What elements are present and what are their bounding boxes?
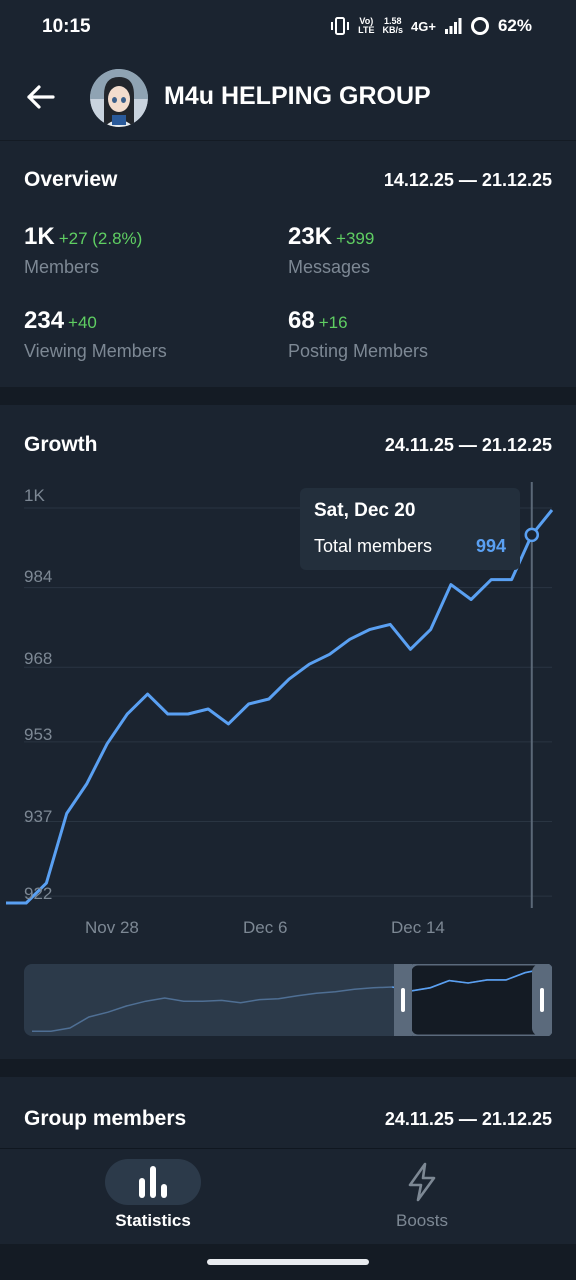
stat-label: Viewing Members [24, 341, 167, 361]
stat-messages: 23K +399 Messages [288, 223, 374, 278]
overview-range: 14.12.25 — 21.12.25 [383, 170, 552, 190]
signal-icon [444, 18, 462, 34]
highlight-point [524, 527, 540, 543]
lightning-icon [408, 1162, 436, 1202]
bar-chart-icon [139, 1166, 167, 1198]
stat-delta: +16 [318, 313, 348, 332]
tooltip-value: 994 [475, 536, 506, 556]
x-tick-label: Dec 6 [243, 918, 288, 937]
x-tick-label: Dec 14 [391, 918, 445, 937]
battery-percent: 62% [497, 16, 532, 35]
stat-label: Posting Members [288, 341, 429, 361]
stat-delta: +27 (2.8%) [58, 229, 143, 248]
stat-value: 68 [288, 307, 315, 334]
stat-label: Messages [288, 257, 371, 277]
range-grip-right [540, 988, 544, 1012]
y-tick-label: 968 [24, 649, 53, 668]
app-header: M4u HELPING GROUP [0, 54, 576, 140]
stat-value: 1K [24, 223, 55, 250]
x-tick-label: Nov 28 [85, 918, 139, 937]
vibrate-icon [331, 17, 350, 35]
group-members-title: Group members [24, 1107, 187, 1130]
group-members-card: Group members 24.11.25 — 21.12.25 [0, 1077, 576, 1149]
boosts-pill [374, 1159, 470, 1205]
series-line-total-members [6, 509, 554, 905]
status-bar: 10:15 Vo) LTE 1.58 KB/s 4G+ 62% [0, 0, 576, 54]
chart-tooltip: Sat, Dec 20 Total members 994 [300, 488, 520, 570]
y-tick-label: 937 [24, 807, 53, 826]
group-title: M4u HELPING GROUP [164, 82, 431, 110]
tab-boosts-label: Boosts [396, 1211, 448, 1230]
growth-title: Growth [24, 433, 98, 456]
battery-ring-icon [470, 17, 489, 35]
status-time: 10:15 [42, 16, 91, 37]
network-speed: 1.58 KB/s [382, 16, 404, 35]
home-indicator[interactable] [207, 1259, 369, 1265]
stat-value: 23K [288, 223, 333, 250]
stat-posting-members: 68 +16 Posting Members [288, 307, 428, 362]
stat-viewing-members: 234 +40 Viewing Members [24, 307, 167, 362]
stat-label: Members [24, 257, 100, 277]
stat-delta: +399 [336, 229, 375, 248]
y-tick-label: 1K [24, 486, 45, 505]
stat-value: 234 [24, 307, 65, 334]
volte-indicator: Vo) LTE [358, 16, 375, 35]
growth-range: 24.11.25 — 21.12.25 [384, 435, 552, 455]
bottom-nav: Statistics Boosts [0, 1148, 576, 1245]
range-selector[interactable] [24, 964, 552, 1036]
overview-title: Overview [24, 168, 118, 191]
overview-card: Overview 14.12.25 — 21.12.25 1K +27 (2.8%… [0, 141, 576, 387]
range-grip-left [401, 988, 405, 1012]
status-icons: Vo) LTE 1.58 KB/s 4G+ 62% [330, 12, 532, 40]
group-members-range: 24.11.25 — 21.12.25 [384, 1109, 552, 1129]
y-tick-label: 984 [24, 567, 53, 586]
network-type: 4G+ [411, 18, 436, 34]
group-avatar[interactable] [90, 69, 148, 127]
y-tick-label: 922 [24, 884, 53, 903]
statistics-pill [105, 1159, 201, 1205]
back-arrow-icon[interactable] [24, 80, 58, 114]
tab-boosts[interactable]: Boosts [347, 1159, 497, 1231]
y-tick-label: 953 [24, 725, 53, 744]
tab-statistics[interactable]: Statistics [78, 1159, 228, 1231]
stat-delta: +40 [68, 313, 97, 332]
stat-members: 1K +27 (2.8%) Members [24, 223, 142, 278]
tooltip-label: Total members [314, 536, 433, 556]
tooltip-date: Sat, Dec 20 [314, 500, 416, 521]
tab-statistics-label: Statistics [115, 1211, 191, 1230]
